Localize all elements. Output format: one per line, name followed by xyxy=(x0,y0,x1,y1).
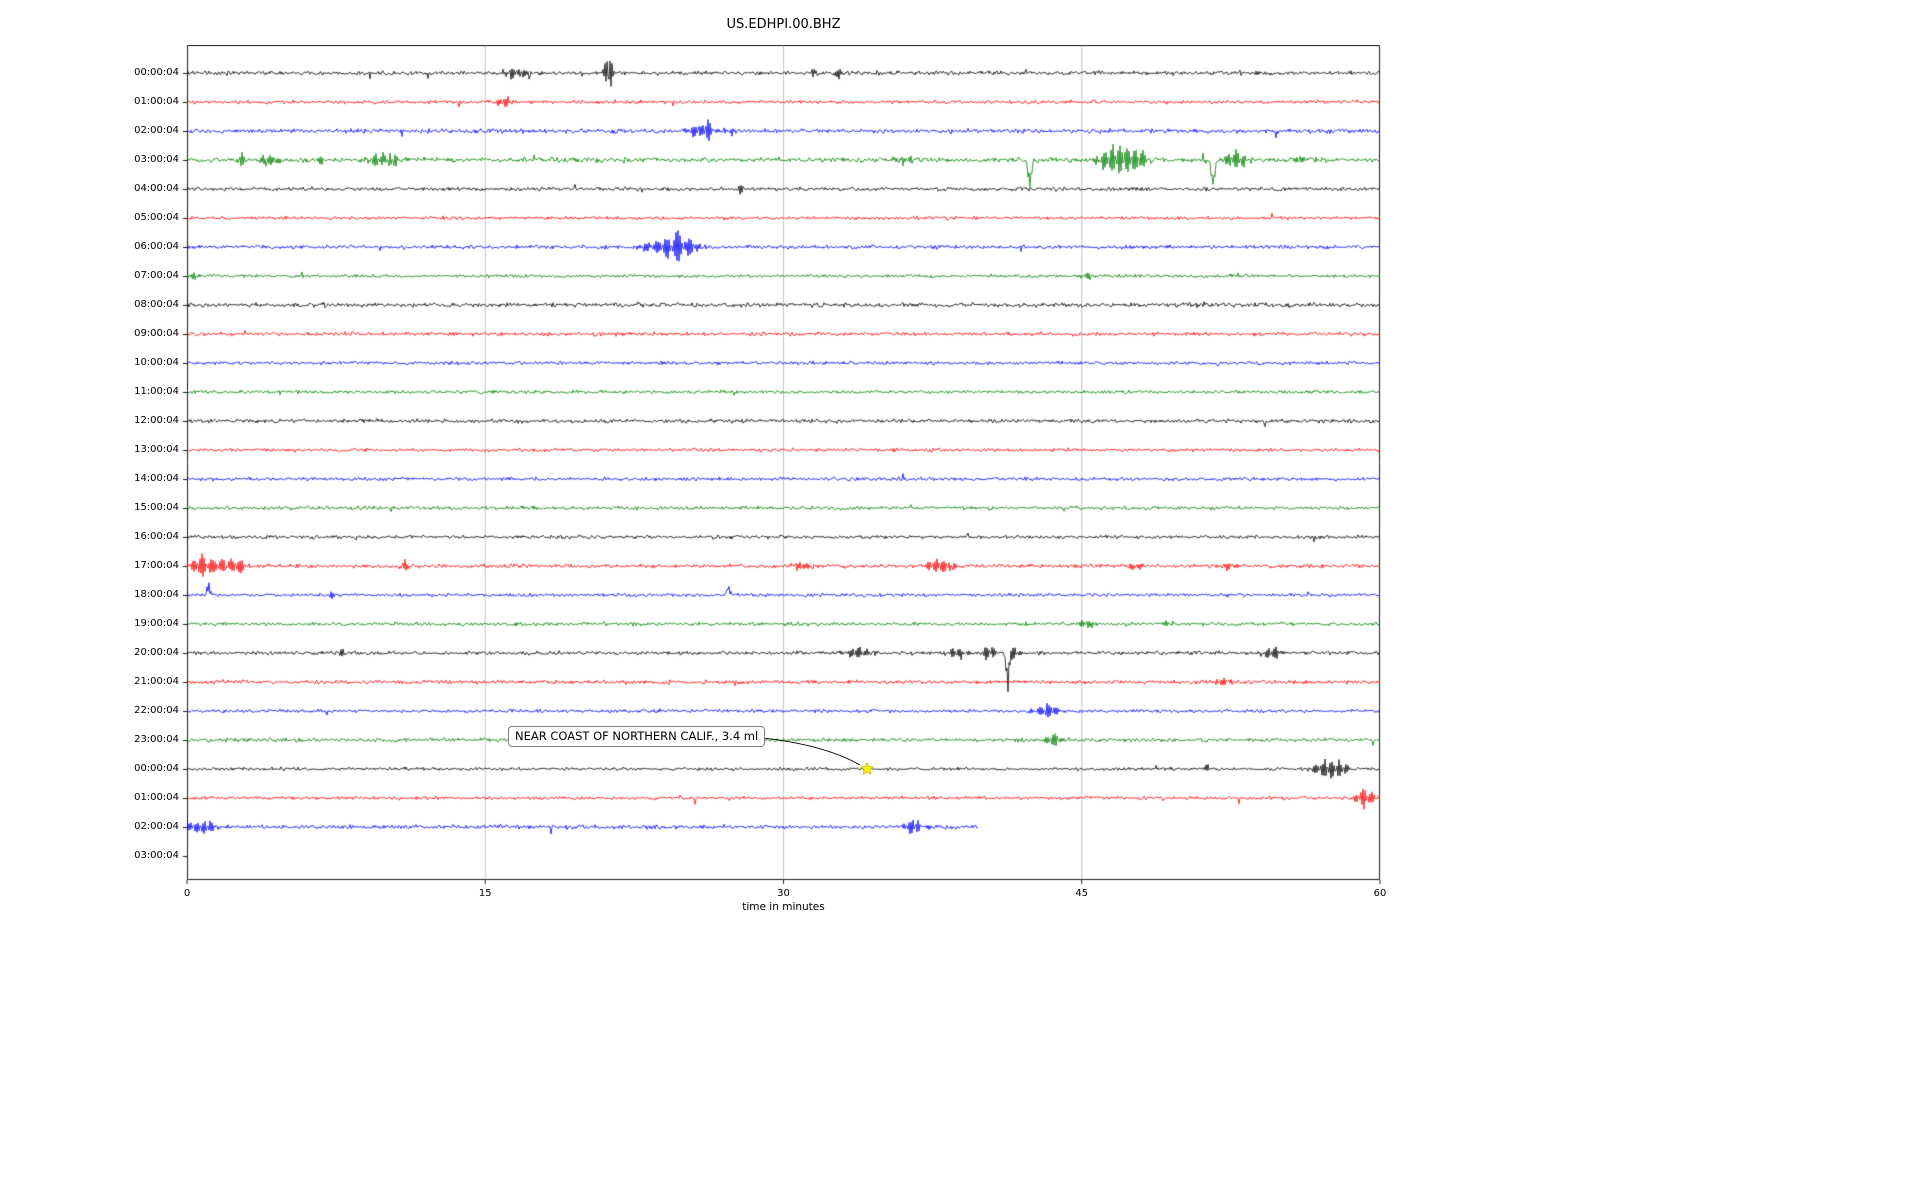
y-axis-time-label: 07:00:04 xyxy=(134,270,179,281)
x-axis-tick-label: 60 xyxy=(1373,888,1387,899)
y-axis-time-label: 18:00:04 xyxy=(134,589,179,600)
y-axis-time-label: 20:00:04 xyxy=(134,647,179,658)
y-axis-time-label: 19:00:04 xyxy=(134,618,179,629)
y-axis-time-label: 02:00:04 xyxy=(134,821,179,832)
y-axis-time-label: 21:00:04 xyxy=(134,676,179,687)
y-axis-time-label: 13:00:04 xyxy=(134,444,179,455)
y-axis-time-label: 05:00:04 xyxy=(134,212,179,223)
y-axis-time-label: 22:00:04 xyxy=(134,705,179,716)
y-axis-time-label: 00:00:04 xyxy=(134,763,179,774)
y-axis-time-label: 10:00:04 xyxy=(134,357,179,368)
x-axis-title: time in minutes xyxy=(742,901,825,913)
x-axis-tick-label: 15 xyxy=(478,888,492,899)
y-axis-time-label: 16:00:04 xyxy=(134,531,179,542)
x-axis-tick-label: 30 xyxy=(777,888,790,899)
y-axis-time-label: 09:00:04 xyxy=(134,328,179,339)
x-axis-tick-label: 45 xyxy=(1075,888,1089,899)
chart-title: US.EDHPI.00.BHZ xyxy=(726,17,841,32)
helicorder-plot xyxy=(181,45,1386,890)
y-axis-time-label: 14:00:04 xyxy=(134,473,179,484)
y-axis-time-label: 12:00:04 xyxy=(134,415,179,426)
x-axis-tick-label: 0 xyxy=(183,888,191,899)
y-axis-time-label: 11:00:04 xyxy=(134,386,179,397)
y-axis-time-label: 15:00:04 xyxy=(134,502,179,513)
y-axis-time-label: 01:00:04 xyxy=(134,96,179,107)
y-axis-time-label: 03:00:04 xyxy=(134,154,179,165)
y-axis-time-label: 00:00:04 xyxy=(134,67,179,78)
y-axis-time-label: 17:00:04 xyxy=(134,560,179,571)
y-axis-time-label: 02:00:04 xyxy=(134,125,179,136)
y-axis-time-label: 23:00:04 xyxy=(134,734,179,745)
y-axis-time-label: 03:00:04 xyxy=(134,850,179,861)
y-axis-time-label: 01:00:04 xyxy=(134,792,179,803)
event-annotation-label: NEAR COAST OF NORTHERN CALIF., 3.4 ml xyxy=(508,726,766,747)
y-axis-time-label: 06:00:04 xyxy=(134,241,179,252)
y-axis-time-label: 04:00:04 xyxy=(134,183,179,194)
y-axis-time-label: 08:00:04 xyxy=(134,299,179,310)
